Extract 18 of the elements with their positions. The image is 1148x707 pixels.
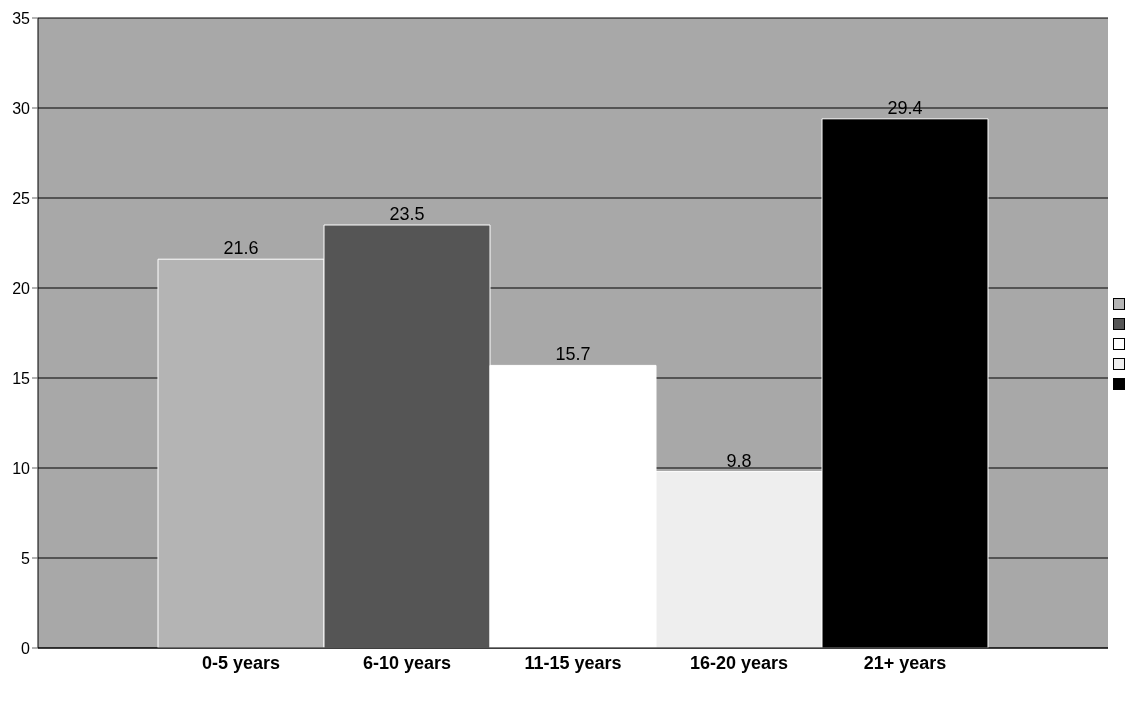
y-tick-label: 25 [12, 189, 31, 207]
y-tick-label: 0 [21, 639, 31, 657]
y-tick-label: 15 [12, 369, 31, 387]
y-tick-label: 10 [12, 459, 31, 477]
y-tick-label: 30 [12, 99, 31, 117]
data-label: 21.6 [223, 238, 259, 259]
data-label: 23.5 [389, 204, 425, 224]
y-tick-label: 5 [21, 549, 31, 567]
x-tick-label: 21+ years [863, 652, 947, 673]
y-tick-label: 35 [12, 9, 31, 27]
data-label: 15.7 [555, 344, 591, 365]
data-label: 9.8 [726, 450, 752, 471]
x-tick-label: 6-10 years [362, 652, 452, 673]
x-tick-label: 11-15 years [524, 652, 622, 673]
y-tick-label: 20 [12, 279, 31, 297]
x-tick-label: 16-20 years [689, 652, 789, 673]
x-tick-label: 0-5 years [201, 652, 281, 673]
data-label: 29.4 [887, 97, 923, 118]
